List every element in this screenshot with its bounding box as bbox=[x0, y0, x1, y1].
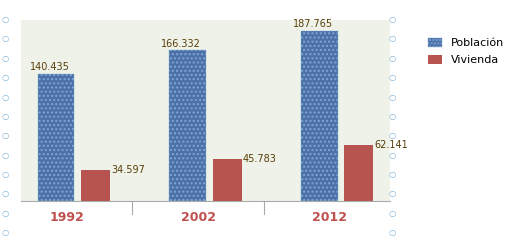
Bar bbox=[213, 159, 242, 201]
Text: ○: ○ bbox=[2, 209, 9, 218]
Text: ○: ○ bbox=[2, 131, 9, 140]
Text: ○: ○ bbox=[389, 189, 396, 198]
Text: ○: ○ bbox=[2, 35, 9, 43]
Text: ○: ○ bbox=[389, 209, 396, 218]
Bar bbox=[81, 170, 110, 201]
Legend: Población, Vivienda: Población, Vivienda bbox=[425, 34, 507, 68]
Text: ○: ○ bbox=[2, 15, 9, 24]
Text: 45.783: 45.783 bbox=[243, 154, 277, 164]
Text: ○: ○ bbox=[389, 112, 396, 121]
Text: ○: ○ bbox=[2, 189, 9, 198]
Text: ○: ○ bbox=[389, 15, 396, 24]
Text: ○: ○ bbox=[2, 170, 9, 179]
Text: ○: ○ bbox=[389, 228, 396, 237]
Text: ○: ○ bbox=[2, 93, 9, 102]
Text: ○: ○ bbox=[2, 228, 9, 237]
Bar bbox=[169, 50, 206, 201]
Text: 166.332: 166.332 bbox=[161, 39, 201, 49]
Text: ○: ○ bbox=[389, 131, 396, 140]
Text: ○: ○ bbox=[389, 93, 396, 102]
Text: 62.141: 62.141 bbox=[374, 140, 408, 149]
Text: 187.765: 187.765 bbox=[293, 19, 333, 29]
Text: ○: ○ bbox=[389, 170, 396, 179]
Text: 34.597: 34.597 bbox=[111, 165, 145, 174]
Text: ○: ○ bbox=[389, 73, 396, 82]
Text: ○: ○ bbox=[389, 35, 396, 43]
Text: ○: ○ bbox=[2, 151, 9, 160]
Text: ○: ○ bbox=[2, 112, 9, 121]
Text: ○: ○ bbox=[389, 54, 396, 63]
Text: ○: ○ bbox=[2, 54, 9, 63]
Text: ○: ○ bbox=[389, 151, 396, 160]
Bar bbox=[301, 31, 337, 201]
Text: 140.435: 140.435 bbox=[30, 62, 69, 72]
Bar bbox=[37, 74, 74, 201]
Text: ○: ○ bbox=[2, 73, 9, 82]
Bar bbox=[344, 145, 373, 201]
